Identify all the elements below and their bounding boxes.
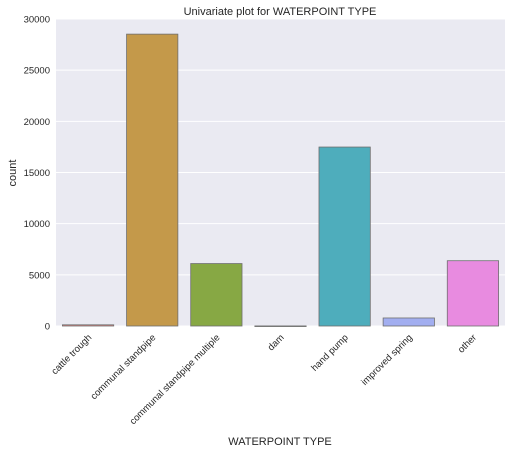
- bar: [190, 263, 243, 327]
- y-tick-label: 25000: [24, 66, 50, 77]
- x-axis-label: WATERPOINT TYPE: [228, 436, 332, 448]
- bar: [254, 325, 307, 327]
- bar: [62, 324, 115, 327]
- x-tick-label: cattle trough: [49, 332, 94, 377]
- x-tick-label: communal standpipe: [89, 332, 159, 402]
- y-tick-label: 10000: [24, 219, 50, 230]
- x-tick-label: dam: [266, 332, 287, 353]
- chart-title: Univariate plot for WATERPOINT TYPE: [184, 6, 377, 18]
- x-tick-label: hand pump: [309, 332, 350, 373]
- y-tick-label: 20000: [24, 117, 50, 128]
- y-axis-ticks: 0 5000 10000 15000 20000 25000 30000: [24, 15, 50, 333]
- y-tick-label: 5000: [29, 270, 50, 281]
- bar: [318, 146, 371, 327]
- y-tick-label: 15000: [24, 168, 50, 179]
- x-tick-label: other: [456, 332, 479, 355]
- y-tick-label: 0: [45, 322, 50, 333]
- y-axis-label: count: [7, 160, 19, 187]
- y-tick-label: 30000: [24, 15, 50, 26]
- bar: [446, 260, 499, 327]
- x-tick-label: improved spring: [359, 332, 415, 388]
- bar: [126, 33, 179, 327]
- bars: [62, 33, 499, 327]
- bar: [382, 317, 435, 327]
